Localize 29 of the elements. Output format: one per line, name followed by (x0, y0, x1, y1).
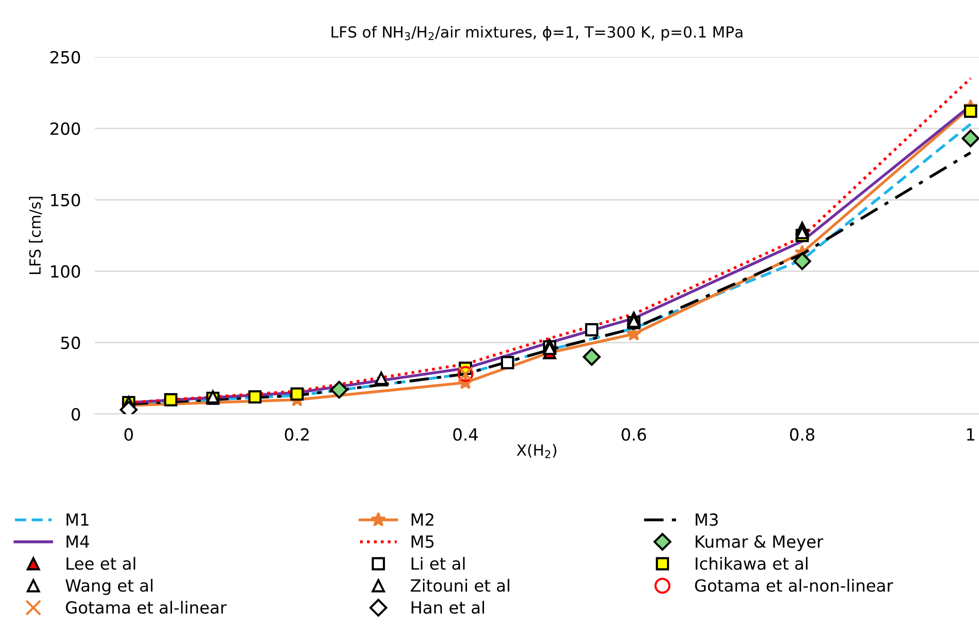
legend-label: M4 (66, 535, 90, 548)
legend-label: Gotama et al-linear (66, 600, 227, 614)
x-tick-label: 0.8 (790, 428, 814, 441)
x-tick-label: 1 (967, 428, 974, 441)
x-tick-label: 0.6 (622, 428, 646, 441)
legend-label: Han et al (412, 600, 484, 614)
y-tick-label: 50 (61, 336, 80, 350)
legend-label: M1 (66, 514, 88, 526)
y-tick-label: 250 (50, 50, 80, 64)
legend-label: Kumar & Meyer (696, 535, 824, 552)
y-tick-label: 0 (72, 408, 80, 421)
legend-label: M5 (412, 535, 434, 548)
legend-label: Li et al (412, 556, 465, 570)
x-tick-label: 0.4 (453, 428, 478, 441)
y-tick-label: 150 (51, 194, 80, 206)
x-tick-label: 0 (124, 428, 133, 441)
legend-label: M3 (696, 513, 718, 526)
y-tick-label: 200 (50, 122, 80, 135)
x-axis-title: X(H$_{2}$) (516, 444, 556, 458)
x-tick-label: 0.2 (284, 428, 309, 441)
legend-label: M2 (412, 513, 434, 526)
y-axis-title: LFS [cm/s] (28, 196, 43, 274)
legend-label: Lee et al (66, 556, 136, 570)
legend-label: Wang et al (66, 578, 152, 596)
chart-title: LFS of NH$_{3}$/H$_{2}$/air mixtures, ϕ=1, T=300 K, p=0.1 MPa (332, 26, 742, 41)
y-tick-label: 100 (51, 265, 80, 278)
legend-label: Gotama et al-non-linear (695, 578, 894, 592)
legend-label: Zitouni et al (410, 578, 510, 592)
legend-label: Ichikawa et al (696, 556, 808, 570)
